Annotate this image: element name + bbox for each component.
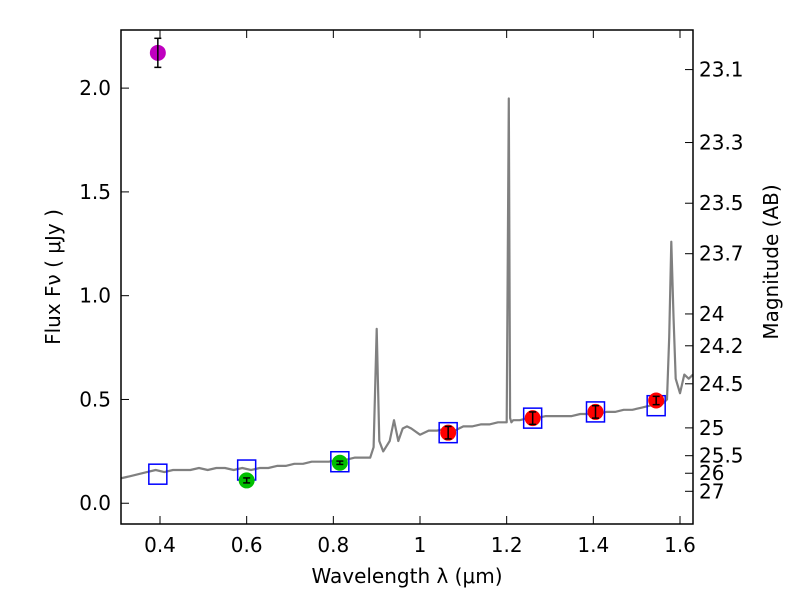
plot-frame: [120, 29, 694, 525]
y-tick-label: 1.5: [79, 180, 111, 204]
mag-tick-label: 23.1: [699, 58, 744, 82]
spectrum-line: [121, 97, 693, 480]
mag-tick-label: 24.5: [699, 372, 744, 396]
mag-tick-label: 23.5: [699, 191, 744, 215]
x-tick-label: 1.4: [577, 533, 609, 557]
model-box-marker: [148, 463, 168, 485]
x-tick-label: 1.6: [664, 533, 696, 557]
mag-tick-label: 23.3: [699, 131, 744, 155]
y-tick-label: 0.5: [79, 387, 111, 411]
model-box-marker: [585, 401, 606, 423]
mag-tick-label: 27: [699, 479, 724, 503]
mag-tick-label: 25.5: [699, 444, 744, 468]
x-tick-label: 0.4: [144, 533, 176, 557]
x-tick-label: 1: [414, 533, 427, 557]
axis-ticks: 0.4 0.6 0.8 1 1.2 1.4 1.6 0.0 0.5 1.0 1.5 2.0 23.1 23…: [79, 30, 744, 557]
y-tick-label: 2.0: [79, 76, 111, 100]
x-tick-label: 1.2: [491, 533, 523, 557]
y-tick-label: 1.0: [79, 284, 111, 308]
y-tick-label: 0.0: [79, 491, 111, 515]
x-tick-label: 0.8: [317, 533, 349, 557]
model-box-marker: [438, 421, 458, 444]
x-axis-label: Wavelength λ (μm): [311, 564, 502, 588]
mag-tick-label: 25: [699, 416, 724, 440]
mag-tick-label: 23.7: [699, 242, 744, 266]
y-axis-label: Flux Fν ( μJy ): [41, 209, 65, 345]
right-axis-label: Magnitude (AB): [759, 184, 783, 339]
model-box-marker: [522, 407, 543, 429]
mag-tick-label: 26: [699, 461, 724, 485]
model-box-marker: [330, 450, 350, 473]
mag-tick-label: 24.2: [699, 334, 744, 358]
plot-area: [121, 37, 693, 489]
mag-tick-label: 24: [699, 302, 724, 326]
x-tick-label: 0.6: [231, 533, 263, 557]
